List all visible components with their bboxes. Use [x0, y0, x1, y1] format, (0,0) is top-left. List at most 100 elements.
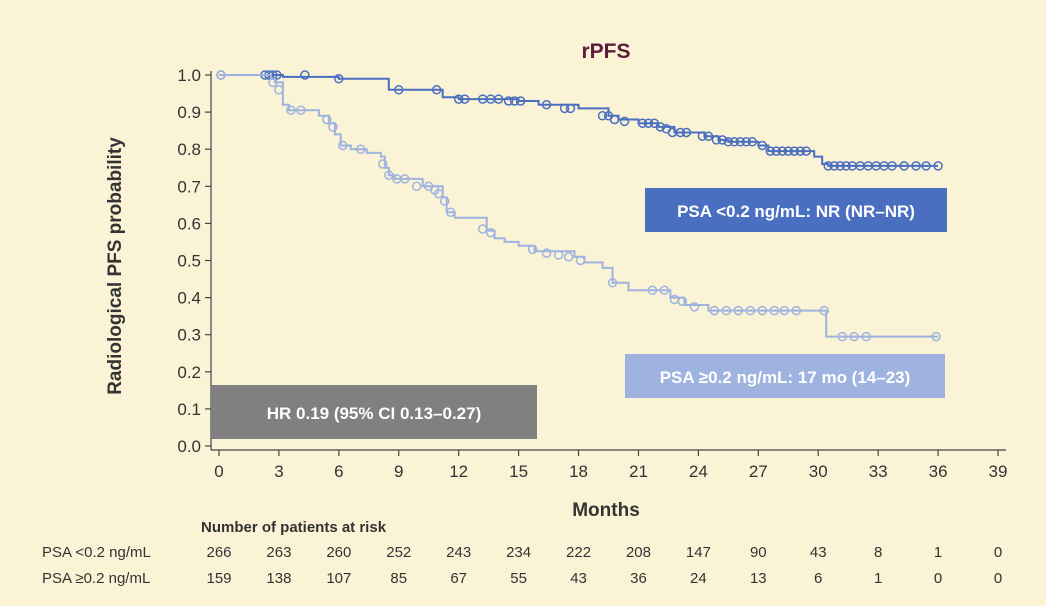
censor-mark-series-1 — [703, 131, 714, 141]
censor-mark-series-2 — [861, 331, 871, 342]
censor-mark-series-1 — [921, 161, 931, 171]
legend-label-psa-low: PSA <0.2 ng/mL: NR (NR–NR) — [677, 202, 915, 221]
censor-mark-series-2 — [677, 296, 688, 307]
y-axis-label: Radiological PFS probability — [105, 137, 126, 395]
censor-mark-series-1 — [911, 161, 921, 171]
censor-mark-series-1 — [835, 161, 845, 171]
censor-mark-series-2 — [553, 250, 564, 260]
x-tick-label: 39 — [989, 462, 1008, 481]
x-axis-label: Months — [572, 500, 640, 521]
risk-value: 55 — [510, 570, 527, 587]
censor-mark-series-2 — [328, 122, 338, 132]
censor-mark-series-2 — [819, 305, 829, 316]
censor-mark-series-1 — [272, 70, 282, 80]
risk-row-label-psa-low: PSA <0.2 ng/mL — [42, 544, 151, 561]
censor-mark-series-2 — [411, 181, 422, 192]
x-tick-label: 36 — [929, 462, 948, 481]
censor-mark-series-1 — [735, 137, 746, 147]
censor-mark-series-2 — [745, 305, 756, 316]
risk-value: 208 — [626, 544, 651, 561]
risk-value: 260 — [326, 544, 351, 561]
y-tick-label: 0.1 — [177, 400, 201, 419]
risk-value: 107 — [326, 570, 351, 587]
censor-mark-series-1 — [655, 122, 666, 132]
x-tick-label: 27 — [749, 462, 768, 481]
censor-mark-series-1 — [697, 131, 708, 141]
censor-mark-series-1 — [757, 140, 768, 151]
axes: 0.00.10.20.30.40.50.60.70.80.91.00 3 6 9 12 1… — [177, 66, 1007, 481]
censor-mark-series-1 — [841, 161, 851, 171]
censor-mark-series-1 — [717, 135, 728, 145]
censor-mark-series-2 — [563, 252, 574, 262]
risk-value: 8 — [874, 544, 882, 561]
censor-mark-series-2 — [485, 227, 496, 238]
censor-mark-series-2 — [433, 188, 444, 199]
censor-mark-series-1 — [711, 135, 722, 145]
censor-mark-series-2 — [216, 70, 226, 80]
x-tick-label: 12 — [449, 462, 468, 481]
censor-mark-series-2 — [527, 244, 538, 255]
risk-value: 67 — [450, 570, 467, 587]
y-tick-label: 1.0 — [177, 66, 201, 85]
censor-mark-series-2 — [689, 302, 700, 312]
censor-mark-series-1 — [609, 114, 620, 125]
censor-mark-series-2 — [445, 207, 456, 218]
x-tick-label: 9 — [394, 462, 403, 481]
risk-value: 159 — [206, 570, 231, 587]
hr-annotation-bg — [211, 385, 537, 439]
censor-mark-series-1 — [541, 99, 552, 110]
x-tick-label: 0 — [214, 462, 223, 481]
censor-mark-series-2 — [378, 159, 388, 169]
legend-box-psa-low-bg — [645, 188, 947, 232]
y-tick-label: 0.9 — [177, 103, 201, 122]
legend-box-psa-high: PSA ≥0.2 ng/mL: 17 mo (14–23) — [625, 354, 945, 398]
hr-annotation-box: HR 0.19 (95% CI 0.13–0.27) — [211, 385, 537, 439]
censor-mark-series-2 — [837, 331, 847, 342]
censor-mark-series-2 — [575, 255, 586, 266]
censor-mark-series-2 — [733, 305, 744, 316]
risk-value: 43 — [570, 570, 587, 587]
risk-value: 36 — [630, 570, 647, 587]
censor-mark-series-1 — [789, 146, 800, 156]
censor-mark-series-2 — [268, 77, 278, 88]
risk-value: 222 — [566, 544, 591, 561]
y-tick-label: 0.2 — [177, 363, 201, 382]
y-tick-label: 0.4 — [177, 289, 201, 308]
censor-mark-series-1 — [637, 118, 648, 128]
risk-value: 252 — [386, 544, 411, 561]
censor-mark-series-1 — [675, 127, 686, 138]
risk-row-label-psa-high: PSA ≥0.2 ng/mL — [42, 570, 150, 587]
y-tick-label: 0.6 — [177, 214, 201, 233]
censor-mark-series-2 — [296, 105, 306, 115]
censor-mark-series-1 — [459, 94, 470, 104]
risk-value: 234 — [506, 544, 531, 561]
censor-mark-series-2 — [849, 331, 859, 342]
censor-mark-series-2 — [356, 144, 366, 154]
risk-value: 90 — [750, 544, 767, 561]
censor-mark-series-1 — [783, 146, 794, 156]
censor-mark-series-2 — [274, 85, 284, 95]
censor-mark-series-2 — [286, 105, 296, 115]
censor-mark-series-1 — [453, 94, 464, 104]
legend-box-psa-low: PSA <0.2 ng/mL: NR (NR–NR) — [645, 188, 947, 232]
censor-mark-series-2 — [647, 285, 658, 295]
censor-mark-series-1 — [933, 161, 943, 171]
censor-mark-series-2 — [709, 305, 720, 316]
censor-mark-series-1 — [515, 96, 526, 106]
censor-mark-series-1 — [503, 96, 514, 106]
y-tick-label: 0.7 — [177, 177, 201, 196]
risk-value: 263 — [266, 544, 291, 561]
risk-value: 1 — [874, 570, 882, 587]
y-tick-label: 0.3 — [177, 326, 201, 345]
x-tick-label: 21 — [629, 462, 648, 481]
censor-mark-series-1 — [741, 137, 752, 147]
y-tick-label: 0.5 — [177, 252, 201, 271]
censor-mark-series-1 — [431, 85, 442, 95]
censor-mark-series-2 — [607, 278, 618, 288]
x-tick-label: 15 — [509, 462, 528, 481]
y-tick-label: 0.0 — [177, 437, 201, 456]
censor-mark-series-1 — [334, 73, 344, 84]
censor-mark-series-1 — [597, 111, 608, 121]
